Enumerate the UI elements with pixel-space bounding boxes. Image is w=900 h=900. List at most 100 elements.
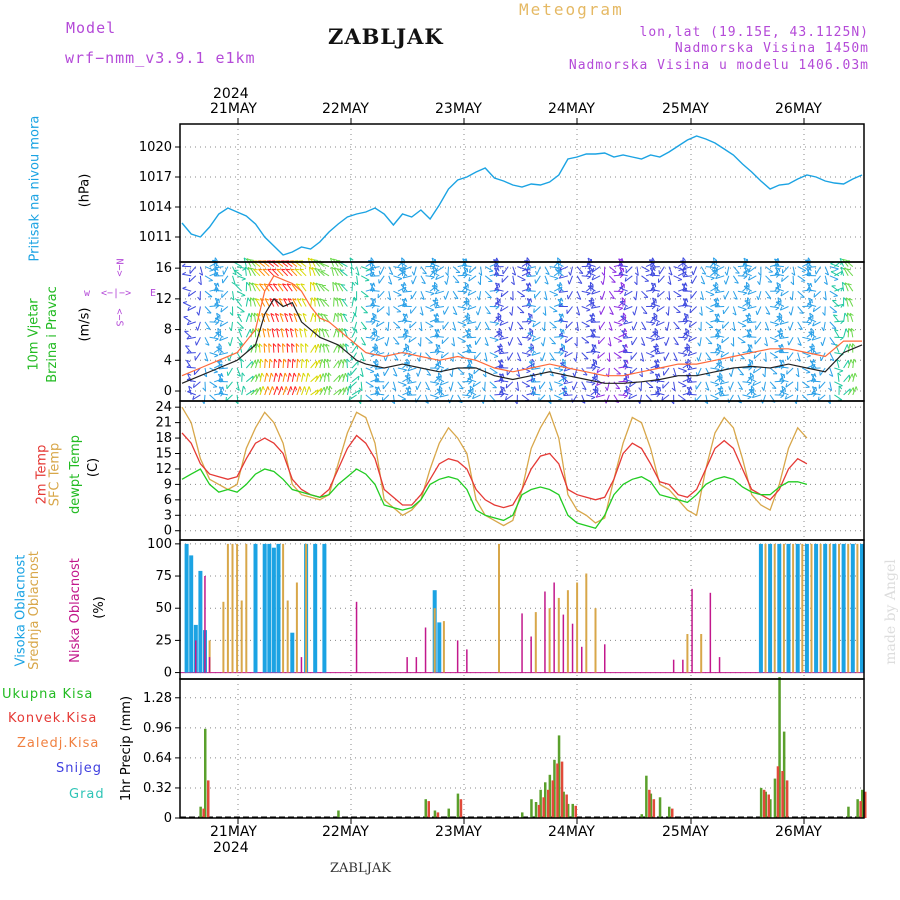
wind-barb — [809, 360, 817, 369]
cloud-bar — [847, 543, 850, 673]
wind-barb — [236, 367, 241, 377]
wind-barb — [291, 386, 296, 396]
wind-barb-tick — [187, 389, 192, 393]
wind-barb — [291, 283, 298, 292]
wind-barb — [314, 328, 318, 338]
wind-barb-tick — [386, 312, 390, 316]
wind-barb — [555, 261, 564, 268]
wind-barb-tick — [772, 387, 777, 389]
wind-barb-tick — [779, 377, 784, 380]
wind-barb — [397, 367, 407, 371]
wind-barb-tick — [217, 282, 220, 287]
wind-barb-tick — [341, 298, 347, 301]
wind-barb-tick — [621, 297, 626, 301]
wind-barb-tick — [507, 356, 509, 361]
wind-barb — [365, 381, 374, 388]
wind-barb — [641, 266, 650, 272]
wind-barb-tick — [280, 328, 285, 332]
wind-barb-tick — [661, 396, 664, 401]
wind-barb-tick — [499, 373, 504, 376]
wind-barb — [779, 359, 785, 369]
wind-barb-tick — [466, 334, 471, 339]
wind-barb-tick — [817, 396, 820, 401]
wind-barb — [711, 262, 720, 268]
wind-barb-tick — [462, 262, 467, 266]
wind-barb — [557, 299, 564, 307]
wind-barb — [774, 258, 780, 267]
wind-barb-tick — [655, 350, 659, 355]
wind-barb — [673, 381, 676, 391]
wind-barb-tick — [261, 372, 265, 377]
wind-barb-tick — [292, 298, 297, 301]
wind-barb — [262, 268, 270, 277]
wind-barb — [444, 291, 449, 300]
y-tick-label: 0 — [164, 384, 172, 399]
wind-barb — [558, 313, 564, 323]
wind-barb — [463, 286, 472, 292]
wind-barb — [457, 367, 465, 375]
wind-barb — [847, 387, 854, 396]
wind-barb — [354, 306, 358, 316]
wind-barb — [326, 359, 330, 369]
cloud-bar — [841, 543, 846, 673]
wind-barb — [765, 352, 767, 362]
wind-barb-tick — [601, 272, 605, 276]
wind-barb — [393, 336, 400, 345]
wind-barb — [273, 358, 275, 369]
wind-barb-tick — [830, 358, 835, 362]
wind-barb-tick — [664, 341, 667, 346]
wind-barb-tick — [654, 283, 657, 288]
wind-barb-tick — [260, 358, 264, 363]
wind-barb-tick — [839, 337, 844, 341]
wind-barb — [434, 335, 444, 338]
cloud-bar — [850, 543, 855, 673]
wind-barb-tick — [392, 387, 397, 391]
wind-barb-tick — [781, 385, 786, 389]
wind-barb-tick — [655, 365, 659, 369]
date-top-1: 22MAY — [322, 101, 369, 117]
wind-barb-tick — [213, 371, 218, 374]
wind-barb — [482, 394, 486, 404]
wind-barb-tick — [326, 358, 331, 362]
wind-barb — [559, 348, 569, 354]
wind-barb — [245, 328, 251, 338]
panel-frame — [179, 400, 865, 541]
wind-barb-tick — [554, 277, 559, 281]
wind-barb-tick — [397, 294, 402, 297]
cloud-bar — [226, 543, 229, 673]
wind-barb-tick — [790, 281, 794, 286]
wind-barb — [264, 372, 268, 382]
wind-barb-tick — [467, 300, 470, 305]
wind-barb — [370, 289, 380, 292]
wind-barb-tick — [619, 267, 624, 270]
wind-barb — [484, 266, 494, 272]
wind-barb — [186, 352, 196, 354]
wind-barb-tick — [530, 298, 533, 303]
cloud-bar — [718, 657, 721, 673]
wind-barb-tick — [192, 395, 195, 400]
wind-barb-tick — [272, 268, 277, 271]
cloud-bar — [801, 543, 804, 673]
wind-barb — [623, 390, 633, 396]
wind-barb-tick — [500, 307, 503, 312]
wind-barb-tick — [655, 343, 659, 348]
wind-barb — [517, 290, 526, 297]
wind-barb — [802, 367, 811, 373]
wind-barb-tick — [591, 297, 595, 302]
wind-barb — [641, 321, 647, 330]
wind-barb — [378, 275, 385, 284]
wind-barb-tick — [325, 343, 330, 347]
wind-barb-tick — [262, 328, 267, 332]
wind-barb-tick — [527, 331, 532, 334]
wind-barb — [526, 362, 535, 369]
wind-barb — [360, 352, 365, 362]
wind-barb — [400, 284, 408, 292]
cloud-bar — [691, 588, 693, 673]
wind-barb — [811, 392, 821, 396]
wind-barb-tick — [214, 273, 218, 277]
wind-barb — [370, 275, 380, 277]
wind-barb-tick — [467, 359, 472, 362]
wind-barb-tick — [336, 328, 339, 333]
wind-barb-tick — [287, 298, 292, 301]
precip-bar — [553, 759, 556, 818]
